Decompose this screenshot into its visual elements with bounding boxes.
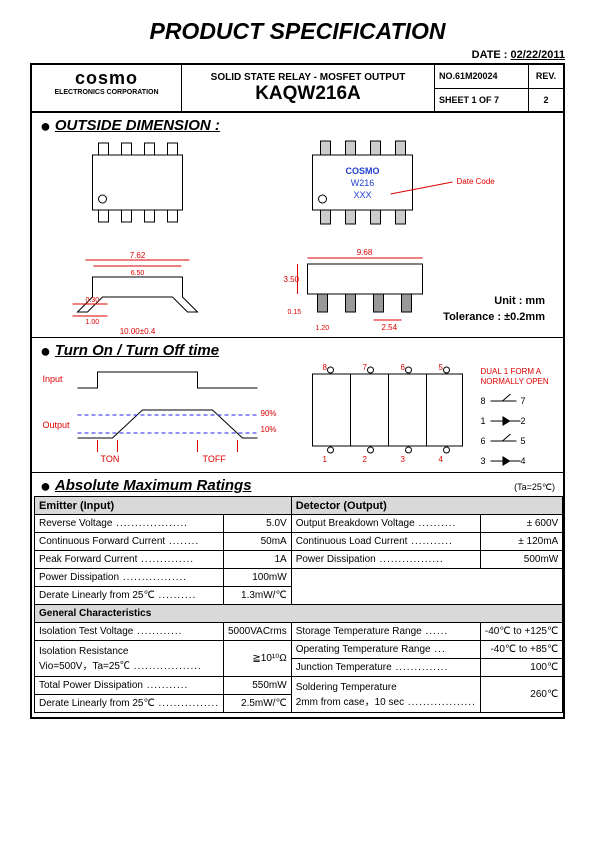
dimension-diagram: COSMO W216 XXX Date Code 7.62 6.50 0.30 xyxy=(32,137,563,337)
date-label: DATE : xyxy=(472,49,508,61)
svg-text:1: 1 xyxy=(481,416,486,426)
svg-text:6: 6 xyxy=(481,436,486,446)
svg-text:2: 2 xyxy=(363,455,368,464)
svg-text:0.30: 0.30 xyxy=(86,297,100,304)
ratings-section: ●Absolute Maximum Ratings (Ta=25℃) Emitt… xyxy=(32,473,563,717)
rev-value: 2 xyxy=(529,89,563,112)
svg-text:TON: TON xyxy=(101,454,120,464)
svg-text:90%: 90% xyxy=(261,409,277,418)
svg-text:1.20: 1.20 xyxy=(316,325,330,332)
svg-text:7.62: 7.62 xyxy=(130,251,146,260)
dim-title: ●OUTSIDE DIMENSION : xyxy=(32,113,563,136)
svg-text:10.00±0.4: 10.00±0.4 xyxy=(120,327,156,336)
svg-text:4: 4 xyxy=(439,455,444,464)
timing-title: ●Turn On / Turn Off time xyxy=(32,338,563,361)
svg-text:7: 7 xyxy=(521,396,526,406)
unit-label: Unit : mm xyxy=(494,295,545,307)
svg-text:3: 3 xyxy=(481,456,486,466)
svg-text:7: 7 xyxy=(363,364,368,372)
doc-no: NO.61M20024 xyxy=(435,65,529,88)
header-subtitle: SOLID STATE RELAY - MOSFET OUTPUT xyxy=(182,72,434,83)
page-title: PRODUCT SPECIFICATION xyxy=(30,18,565,45)
svg-text:XXX: XXX xyxy=(353,190,371,200)
svg-text:DUAL 1 FORM A: DUAL 1 FORM A xyxy=(481,367,542,376)
svg-text:0.15: 0.15 xyxy=(288,309,302,316)
svg-text:4: 4 xyxy=(521,456,526,466)
svg-text:COSMO: COSMO xyxy=(345,166,379,176)
header-mid: SOLID STATE RELAY - MOSFET OUTPUT KAQW21… xyxy=(182,65,435,111)
ratings-title: ●Absolute Maximum Ratings xyxy=(40,477,252,494)
svg-text:Output: Output xyxy=(43,420,71,430)
svg-text:TOFF: TOFF xyxy=(203,454,227,464)
company-cell: cosmo ELECTRONICS CORPORATION xyxy=(32,65,182,111)
date-row: DATE : 02/22/2011 xyxy=(30,49,565,61)
ta-note: (Ta=25℃) xyxy=(514,482,555,493)
svg-text:NORMALLY OPEN: NORMALLY OPEN xyxy=(481,377,549,386)
general-header: General Characteristics xyxy=(35,605,563,623)
company-name: cosmo xyxy=(34,68,179,89)
header-right: NO.61M20024 REV. SHEET 1 OF 7 2 xyxy=(435,65,563,111)
ratings-table: Emitter (Input) Detector (Output) Revers… xyxy=(34,496,563,713)
svg-text:3.50: 3.50 xyxy=(284,275,300,284)
sheet: SHEET 1 OF 7 xyxy=(435,89,529,112)
timing-section: ●Turn On / Turn Off time Input Output 90… xyxy=(32,338,563,473)
page: PRODUCT SPECIFICATION DATE : 02/22/2011 … xyxy=(0,0,595,739)
svg-text:8: 8 xyxy=(481,396,486,406)
svg-text:W216: W216 xyxy=(351,178,375,188)
svg-text:6: 6 xyxy=(401,364,406,372)
date-value: 02/22/2011 xyxy=(511,49,565,61)
svg-text:6.50: 6.50 xyxy=(131,270,145,277)
dimension-section: ●OUTSIDE DIMENSION : xyxy=(32,113,563,338)
rev-label: REV. xyxy=(529,65,563,88)
tolerance-label: Tolerance : ±0.2mm xyxy=(443,311,545,323)
svg-text:5: 5 xyxy=(521,436,526,446)
svg-text:8: 8 xyxy=(323,364,328,372)
svg-text:5: 5 xyxy=(439,364,444,372)
svg-text:3: 3 xyxy=(401,455,406,464)
svg-text:1.00: 1.00 xyxy=(86,319,100,326)
svg-text:10%: 10% xyxy=(261,425,277,434)
timing-diagram: Input Output 90% 10% TON TOFF xyxy=(32,364,563,472)
svg-text:2.54: 2.54 xyxy=(382,323,398,332)
svg-text:2: 2 xyxy=(521,416,526,426)
svg-text:Date Code: Date Code xyxy=(457,177,496,186)
svg-text:1: 1 xyxy=(323,455,328,464)
detector-header: Detector (Output) xyxy=(291,497,563,515)
header-box: cosmo ELECTRONICS CORPORATION SOLID STAT… xyxy=(30,63,565,113)
emitter-header: Emitter (Input) xyxy=(35,497,292,515)
part-number: KAQW216A xyxy=(182,83,434,105)
svg-text:9.68: 9.68 xyxy=(357,248,373,257)
content-box: ●OUTSIDE DIMENSION : xyxy=(30,113,565,719)
svg-text:Input: Input xyxy=(43,374,64,384)
company-sub: ELECTRONICS CORPORATION xyxy=(34,89,179,96)
